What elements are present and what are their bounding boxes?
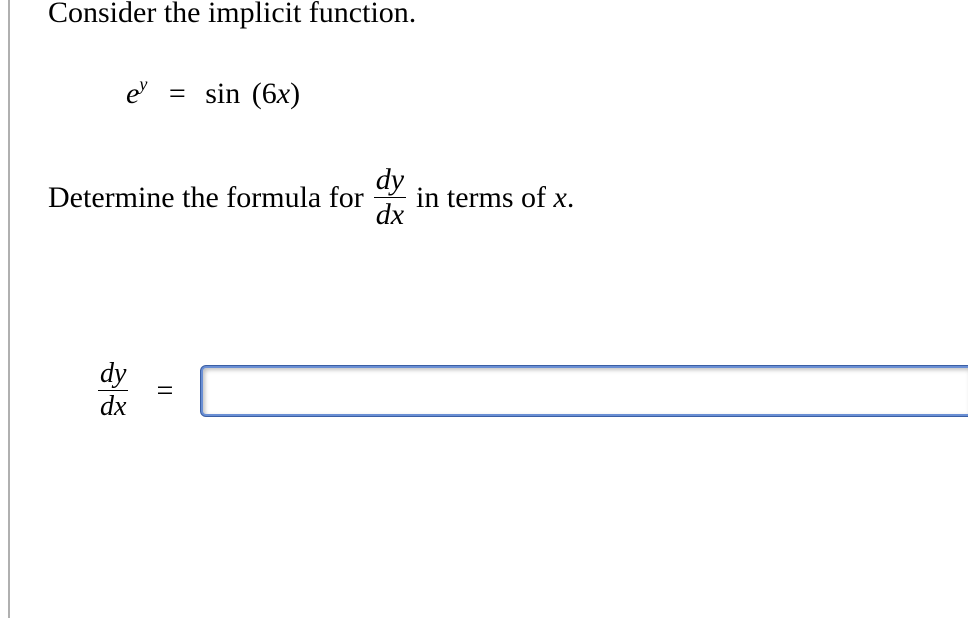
- instruction-var: x: [554, 181, 567, 215]
- rhs-func: sin: [205, 77, 240, 110]
- answer-equals: =: [156, 374, 173, 408]
- implicit-equation: ey = sin (6x): [126, 76, 968, 111]
- answer-frac-den: dx: [100, 391, 126, 421]
- equals-sign: =: [169, 77, 186, 110]
- lhs-base: e: [126, 77, 139, 110]
- lhs-exponent: y: [139, 74, 147, 94]
- instruction-before: Determine the formula for: [48, 181, 364, 215]
- answer-row: dy dx =: [88, 360, 968, 421]
- answer-input[interactable]: [201, 366, 968, 416]
- instruction-mid: in terms of: [416, 181, 546, 215]
- paren-close: ): [290, 77, 300, 110]
- answer-fraction: dy dx: [98, 360, 128, 421]
- rhs-coef: 6: [262, 77, 277, 110]
- answer-frac-num: dy: [98, 360, 128, 391]
- fraction-numerator: dy: [374, 165, 406, 198]
- problem-container: Consider the implicit function. ey = sin…: [8, 0, 968, 618]
- instruction-row: Determine the formula for dy dx in terms…: [48, 165, 968, 230]
- instruction-period: .: [567, 181, 575, 215]
- intro-text: Consider the implicit function.: [48, 0, 968, 30]
- dy-dx-fraction: dy dx: [374, 165, 406, 230]
- rhs-var: x: [277, 77, 290, 110]
- fraction-denominator: dx: [376, 198, 404, 230]
- paren-open: (: [252, 77, 262, 110]
